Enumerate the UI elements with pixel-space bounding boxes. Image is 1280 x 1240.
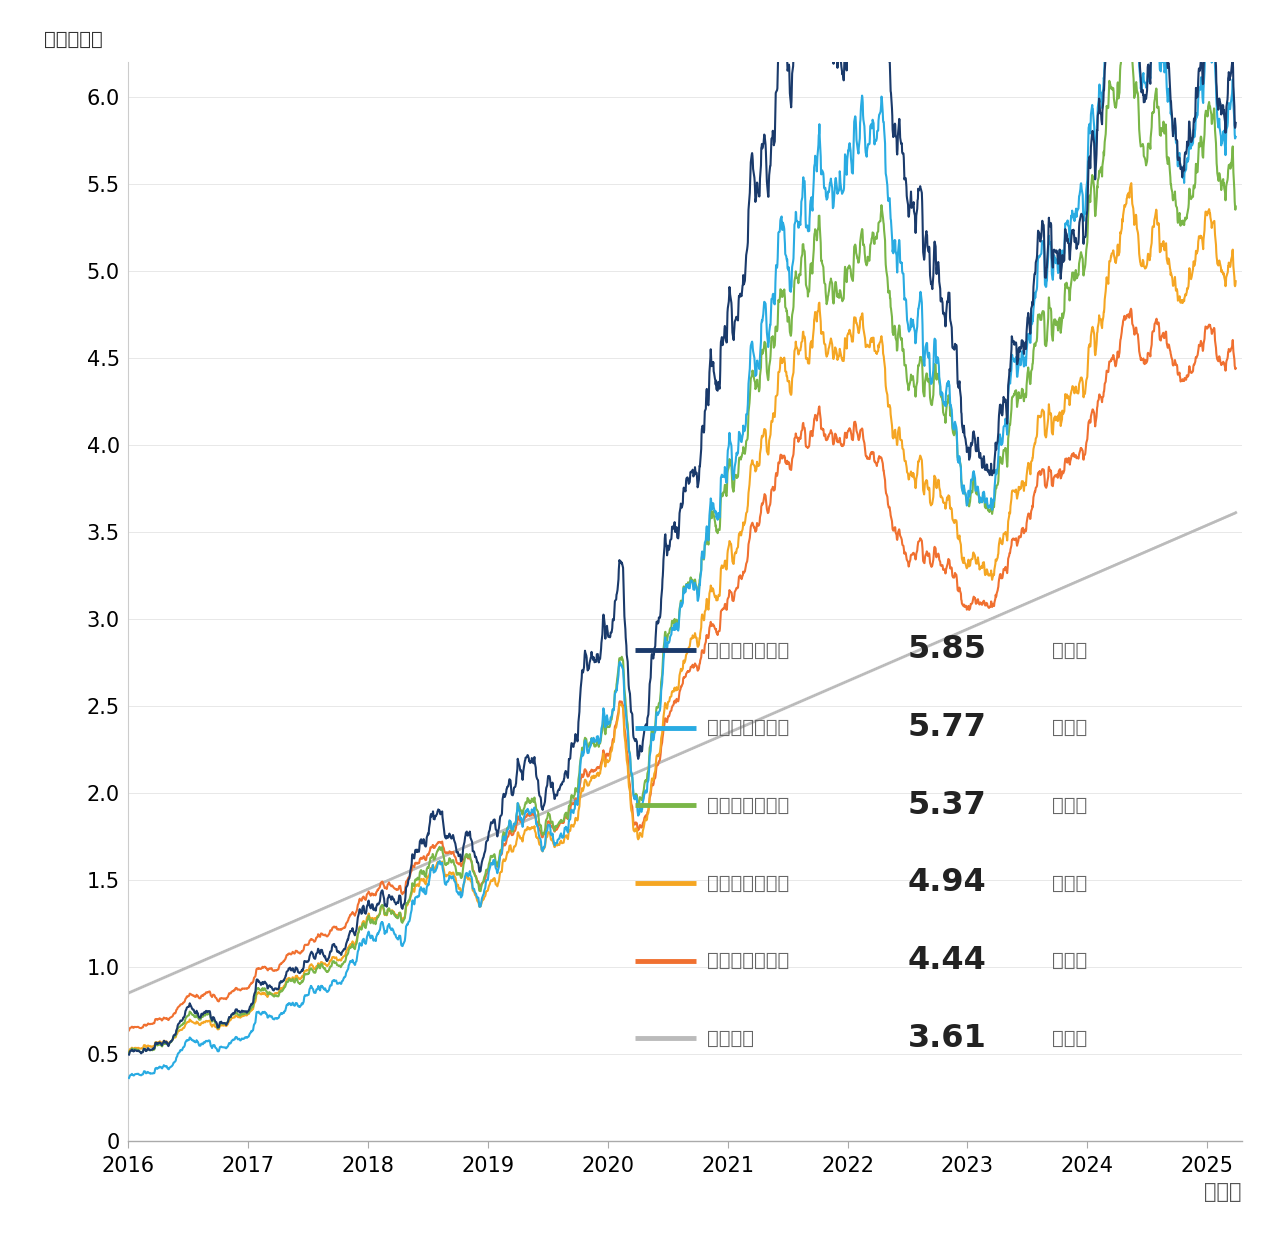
Text: リスク許容度３: リスク許容度３ xyxy=(707,796,790,815)
Text: （年）: （年） xyxy=(1204,1182,1242,1202)
Text: リスク許容度５: リスク許容度５ xyxy=(707,640,790,660)
Text: 万ドル: 万ドル xyxy=(1052,796,1088,815)
Text: 万ドル: 万ドル xyxy=(1052,1029,1088,1048)
Text: 3.61: 3.61 xyxy=(908,1023,987,1054)
Text: （万ドル）: （万ドル） xyxy=(45,30,104,50)
Text: リスク許容度１: リスク許容度１ xyxy=(707,951,790,970)
Text: リスク許容度２: リスク許容度２ xyxy=(707,873,790,893)
Text: リスク許容度４: リスク許容度４ xyxy=(707,718,790,737)
Text: 5.77: 5.77 xyxy=(908,712,987,743)
Text: 万ドル: 万ドル xyxy=(1052,718,1088,737)
Text: 5.37: 5.37 xyxy=(908,790,987,821)
Text: 累積元本: 累積元本 xyxy=(707,1029,754,1048)
Text: 万ドル: 万ドル xyxy=(1052,640,1088,660)
Text: 万ドル: 万ドル xyxy=(1052,873,1088,893)
Text: 4.94: 4.94 xyxy=(908,868,987,899)
Text: 4.44: 4.44 xyxy=(908,945,987,976)
Text: 万ドル: 万ドル xyxy=(1052,951,1088,970)
Text: 5.85: 5.85 xyxy=(908,635,987,666)
